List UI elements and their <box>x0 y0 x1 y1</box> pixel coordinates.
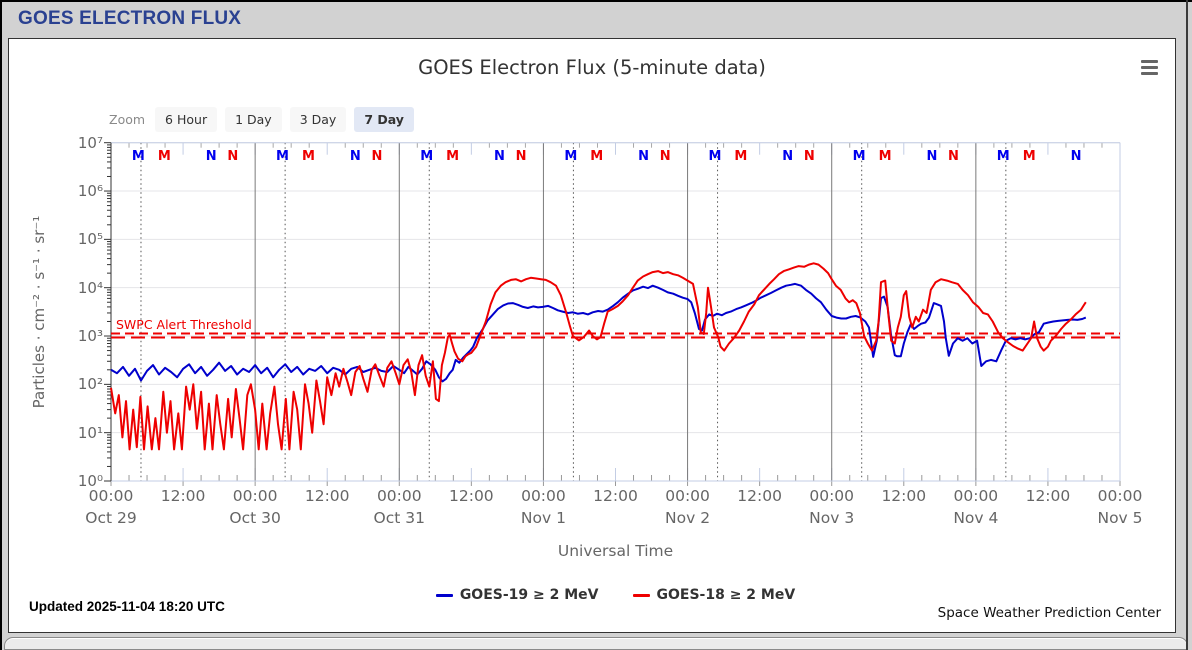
window-border-right <box>1186 0 1188 650</box>
zoom-label: Zoom <box>109 112 146 127</box>
updated-timestamp: Updated 2025-11-04 18:20 UTC <box>29 599 225 614</box>
zoom-button-7day[interactable]: 7 Day <box>354 107 414 132</box>
zoom-button-1day[interactable]: 1 Day <box>225 107 282 132</box>
chart-panel: GOES Electron Flux (5-minute data) Zoom … <box>8 38 1176 633</box>
window-border-left <box>0 0 2 650</box>
zoom-controls: Zoom 6 Hour 1 Day 3 Day 7 Day <box>109 107 414 132</box>
collapsed-section-header[interactable] <box>4 637 1188 650</box>
legend-item[interactable]: GOES-18 ≥ 2 MeV <box>632 587 796 603</box>
legend-swatch <box>632 593 650 597</box>
page-title: GOES ELECTRON FLUX <box>18 8 242 29</box>
zoom-button-6hour[interactable]: 6 Hour <box>155 107 218 132</box>
page-header: GOES ELECTRON FLUX <box>2 2 1186 38</box>
hamburger-menu-icon[interactable] <box>1141 60 1161 76</box>
swpc-credit: Space Weather Prediction Center <box>937 605 1161 621</box>
legend-label: GOES-19 ≥ 2 MeV <box>459 587 599 603</box>
plot-area[interactable] <box>9 39 1175 632</box>
legend-swatch <box>435 593 453 597</box>
legend-item[interactable]: GOES-19 ≥ 2 MeV <box>435 587 599 603</box>
y-axis-title: Particles · cm⁻² · s⁻¹ · sr⁻¹ <box>30 215 48 409</box>
threshold-label: SWPC Alert Threshold <box>116 317 252 332</box>
zoom-button-3day[interactable]: 3 Day <box>289 107 347 132</box>
x-axis-title: Universal Time <box>557 542 674 560</box>
series-goes-19 <box>110 282 1087 383</box>
series-goes-18 <box>110 262 1087 451</box>
chart-title: GOES Electron Flux (5-minute data) <box>418 56 766 79</box>
legend: GOES-19 ≥ 2 MeV GOES-18 ≥ 2 MeV <box>111 587 1120 603</box>
legend-label: GOES-18 ≥ 2 MeV <box>656 587 796 603</box>
window-border-top <box>0 0 1192 2</box>
